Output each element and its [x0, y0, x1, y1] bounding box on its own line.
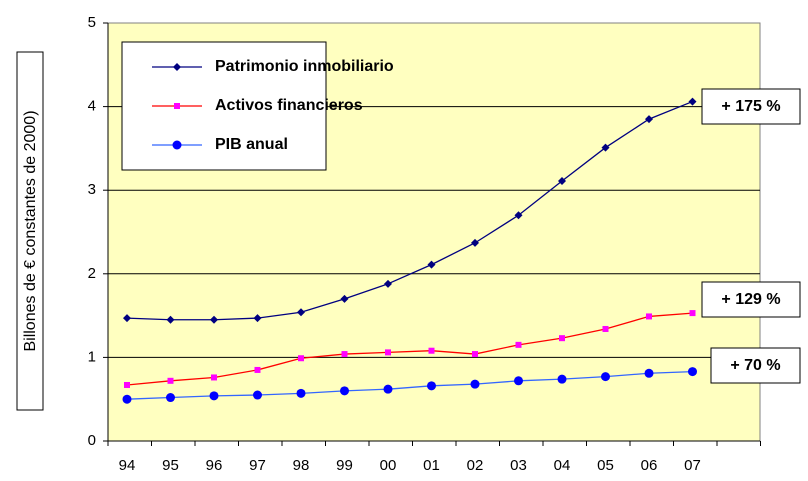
marker	[471, 238, 479, 247]
marker	[210, 315, 218, 324]
marker	[174, 103, 180, 109]
x-tick-label: 02	[467, 457, 484, 474]
marker	[470, 379, 480, 389]
marker	[123, 314, 131, 323]
marker	[601, 143, 610, 152]
marker	[341, 351, 348, 358]
marker	[209, 391, 219, 401]
marker	[515, 341, 522, 348]
legend-label: Activos financieros	[215, 97, 363, 114]
marker	[646, 313, 652, 320]
y-tick-label: 0	[88, 432, 96, 449]
marker	[428, 347, 435, 354]
marker	[253, 390, 262, 400]
marker	[167, 377, 174, 384]
x-tick-label: 99	[336, 457, 353, 474]
marker	[124, 381, 130, 388]
marker	[688, 97, 697, 106]
marker	[173, 63, 181, 71]
marker	[166, 315, 175, 324]
x-tick-label: 04	[554, 457, 571, 474]
marker	[472, 351, 478, 358]
marker	[296, 388, 306, 398]
marker	[253, 314, 262, 323]
marker	[427, 381, 436, 391]
series-line	[126, 312, 693, 386]
marker	[254, 366, 261, 373]
marker	[514, 376, 523, 386]
annotation: + 129 %	[721, 291, 780, 308]
marker	[427, 260, 436, 269]
marker	[688, 367, 697, 377]
marker	[340, 294, 349, 303]
series-line	[126, 370, 693, 400]
legend-label: PIB anual	[215, 136, 288, 153]
marker	[559, 335, 565, 342]
x-tick-label: 01	[423, 457, 440, 474]
annotation: + 175 %	[721, 98, 780, 115]
marker	[384, 279, 392, 288]
x-tick-label: 05	[597, 457, 614, 474]
marker	[340, 386, 349, 396]
y-label-box	[16, 51, 44, 411]
marker	[385, 349, 391, 356]
marker	[383, 384, 393, 394]
y-tick-label: 2	[88, 265, 96, 282]
y-tick-label: 3	[88, 181, 96, 198]
marker	[645, 115, 653, 124]
legend-label: Patrimonio inmobiliario	[215, 58, 394, 75]
marker	[558, 177, 566, 186]
marker	[297, 308, 305, 317]
marker	[602, 325, 609, 332]
y-tick-label: 1	[88, 348, 96, 365]
marker	[601, 372, 610, 382]
annotation-box	[701, 88, 801, 125]
marker	[172, 140, 182, 150]
marker	[122, 394, 132, 404]
marker	[166, 393, 175, 403]
x-tick-label: 97	[249, 457, 266, 474]
x-tick-label: 06	[641, 457, 658, 474]
annotation: + 70 %	[730, 357, 780, 374]
marker	[514, 211, 523, 220]
marker	[211, 374, 217, 381]
y-axis-label: Billones de € constantes de 2000)	[22, 110, 39, 351]
marker	[689, 310, 696, 317]
annotation-box	[701, 281, 801, 318]
x-tick-label: 98	[293, 457, 310, 474]
x-tick-label: 95	[162, 457, 179, 474]
annotation-box	[710, 347, 801, 384]
series-line	[126, 100, 693, 321]
marker	[557, 374, 567, 384]
marker	[644, 368, 654, 378]
x-tick-label: 96	[206, 457, 223, 474]
marker	[298, 355, 304, 362]
x-tick-label: 07	[684, 457, 701, 474]
x-tick-label: 00	[380, 457, 397, 474]
y-tick-label: 4	[88, 98, 96, 115]
x-tick-label: 94	[119, 457, 136, 474]
y-tick-label: 5	[88, 14, 96, 31]
x-tick-label: 03	[510, 457, 527, 474]
